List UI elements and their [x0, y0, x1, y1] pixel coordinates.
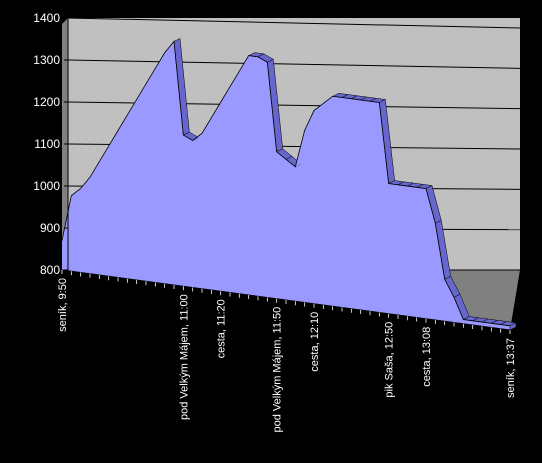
gridline: [67, 17, 521, 29]
data-area: [61, 38, 517, 331]
area-top-face: [80, 174, 96, 189]
y-tick-label: 800: [40, 263, 60, 277]
area-top-face: [108, 127, 124, 147]
area-top-face: [127, 96, 143, 115]
area-end-face: [509, 322, 517, 331]
y-axis: 800 900 1000 1100 1200 1300 1400: [33, 11, 69, 277]
area-outline: [61, 40, 511, 327]
y-tick-label: 1400: [33, 11, 60, 25]
area-top-face: [211, 99, 227, 118]
area-top-face: [62, 192, 78, 241]
area-top-face: [155, 49, 171, 69]
x-tick-label: seník, 9:50: [57, 278, 69, 332]
x-tick-label: pod Velkým Májem, 11:00: [178, 294, 190, 420]
area-top-face: [118, 111, 134, 131]
area-top-face: [99, 143, 115, 162]
gridline: [67, 59, 521, 69]
area-front-face: [62, 41, 510, 331]
x-axis: seník, 9:50 pod Velkým Májem, 11:00 cesta,…: [57, 269, 517, 433]
area-top-face: [230, 68, 246, 87]
x-tick-label: cesta, 12:10: [309, 312, 321, 372]
x-tick-label: seník, 13:37: [505, 338, 517, 398]
area-top-face: [220, 83, 236, 103]
x-tick-label: cesta, 11:20: [216, 299, 228, 358]
area-top-face: [146, 65, 162, 84]
y-tick-label: 1200: [33, 95, 60, 109]
x-tick-label: pod Velkým Májem, 11:50: [272, 307, 284, 433]
area-top-face: [202, 114, 218, 134]
x-tick-label: cesta, 13:08: [421, 327, 433, 387]
y-tick-label: 1100: [34, 137, 60, 151]
y-tick-label: 1000: [33, 179, 60, 193]
y-tick-label: 900: [40, 221, 60, 235]
area-top-face: [90, 158, 106, 178]
x-tick-label: pik Saša, 12:50: [384, 322, 396, 398]
area-top-face: [136, 80, 152, 100]
area-top-face: [295, 127, 311, 167]
area-top-face: [239, 52, 255, 72]
area-top-face: [304, 107, 320, 131]
y-tick-label: 1300: [33, 53, 60, 67]
